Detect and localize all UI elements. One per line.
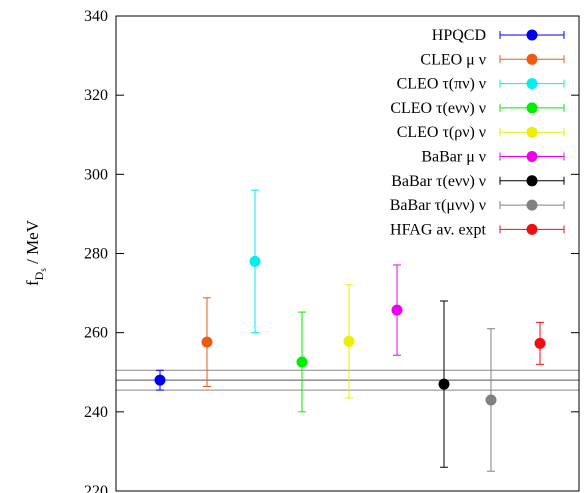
legend-entry-5: CLEO τ(ρν) ν — [397, 124, 565, 141]
legend-marker — [526, 29, 538, 41]
legend-label: CLEO τ(πν) ν — [397, 76, 486, 93]
legend-entry-6: BaBar μ ν — [421, 149, 565, 166]
y-tick-label: 240 — [84, 404, 108, 421]
data-point-2 — [201, 297, 213, 387]
data-point-5 — [343, 284, 355, 399]
y-tick-label: 260 — [84, 325, 108, 342]
legend-marker — [526, 175, 538, 187]
marker — [201, 336, 213, 348]
legend-entry-8: BaBar τ(μνν) ν — [390, 197, 565, 214]
legend-marker — [526, 151, 538, 162]
legend-marker — [526, 78, 538, 90]
legend-label: CLEO μ ν — [420, 51, 486, 68]
legend-entry-2: CLEO μ ν — [420, 51, 565, 68]
legend-entry-3: CLEO τ(πν) ν — [397, 76, 565, 93]
legend-label: BaBar μ ν — [421, 149, 486, 166]
legend-entry-7: BaBar τ(eνν) ν — [391, 173, 565, 190]
y-axis-label: fDs / MeV — [23, 219, 48, 286]
marker — [343, 335, 355, 347]
marker — [534, 337, 546, 349]
legend-entry-9: HFAG av. expt — [390, 221, 565, 238]
legend-label: BaBar τ(eνν) ν — [391, 173, 486, 190]
legend-marker — [526, 53, 538, 65]
data-point-4 — [296, 311, 308, 413]
plot-frame — [115, 15, 580, 492]
marker — [249, 255, 261, 267]
legend-label: CLEO τ(ρν) ν — [397, 124, 486, 141]
marker — [485, 394, 497, 406]
y-tick-label: 280 — [84, 246, 108, 263]
legend-label: BaBar τ(μνν) ν — [390, 197, 486, 214]
marker — [438, 378, 450, 390]
marker — [154, 374, 166, 386]
y-tick-label: 220 — [84, 483, 108, 493]
legend-entry-1: HPQCD — [432, 27, 565, 44]
data-points — [154, 189, 546, 472]
marker — [391, 304, 403, 316]
legend-marker — [526, 199, 538, 211]
data-point-8 — [485, 328, 497, 472]
data-point-6 — [391, 264, 403, 356]
legend-label: HPQCD — [432, 27, 486, 44]
legend-marker — [526, 102, 538, 114]
marker — [296, 356, 308, 368]
y-tick-label: 340 — [84, 8, 108, 25]
reference-band — [116, 369, 579, 391]
y-tick-label: 300 — [84, 166, 108, 183]
legend: HPQCD CLEO μ ν CLEO τ(πν) ν CLEO τ(eνν) ν CL… — [390, 27, 565, 238]
legend-entry-4: CLEO τ(eνν) ν — [390, 100, 565, 117]
legend-marker — [526, 126, 538, 138]
legend-label: HFAG av. expt — [390, 221, 487, 238]
data-point-3 — [249, 189, 261, 334]
y-tick-label: 320 — [84, 87, 108, 104]
legend-label: CLEO τ(eνν) ν — [390, 100, 486, 117]
legend-marker — [526, 223, 538, 235]
data-point-7 — [438, 300, 450, 468]
y-axis-ticks: 220 240 260 280 300 320 340 — [84, 8, 579, 493]
data-point-9 — [534, 321, 546, 365]
data-point-1 — [154, 369, 166, 391]
